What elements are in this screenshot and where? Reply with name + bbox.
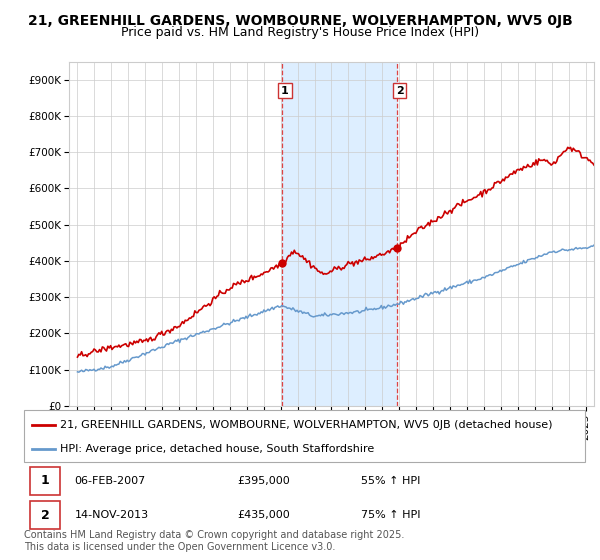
Text: HPI: Average price, detached house, South Staffordshire: HPI: Average price, detached house, Sout…: [61, 444, 375, 454]
Text: 2: 2: [396, 86, 403, 96]
FancyBboxPatch shape: [29, 501, 61, 529]
Text: 75% ↑ HPI: 75% ↑ HPI: [361, 510, 420, 520]
Text: £395,000: £395,000: [237, 476, 290, 486]
Text: 55% ↑ HPI: 55% ↑ HPI: [361, 476, 420, 486]
Text: 1: 1: [281, 86, 289, 96]
Text: Contains HM Land Registry data © Crown copyright and database right 2025.
This d: Contains HM Land Registry data © Crown c…: [24, 530, 404, 552]
Text: 14-NOV-2013: 14-NOV-2013: [74, 510, 149, 520]
Text: 21, GREENHILL GARDENS, WOMBOURNE, WOLVERHAMPTON, WV5 0JB: 21, GREENHILL GARDENS, WOMBOURNE, WOLVER…: [28, 14, 572, 28]
Text: £435,000: £435,000: [237, 510, 290, 520]
Text: 1: 1: [41, 474, 49, 487]
FancyBboxPatch shape: [24, 410, 585, 462]
Text: 2: 2: [41, 508, 49, 521]
Text: Price paid vs. HM Land Registry's House Price Index (HPI): Price paid vs. HM Land Registry's House …: [121, 26, 479, 39]
Text: 21, GREENHILL GARDENS, WOMBOURNE, WOLVERHAMPTON, WV5 0JB (detached house): 21, GREENHILL GARDENS, WOMBOURNE, WOLVER…: [61, 420, 553, 430]
Bar: [283, 62, 397, 406]
Text: 06-FEB-2007: 06-FEB-2007: [74, 476, 146, 486]
FancyBboxPatch shape: [29, 466, 61, 495]
